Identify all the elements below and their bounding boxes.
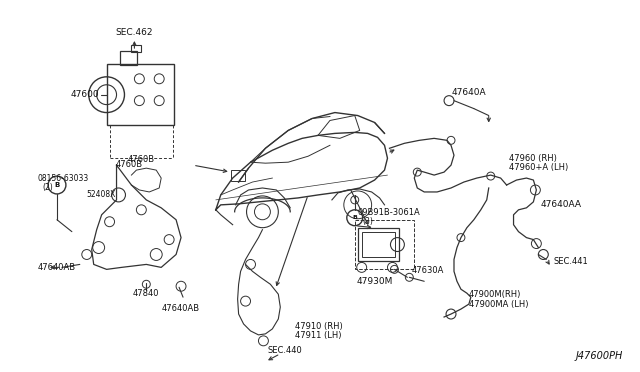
Bar — [120, 51, 138, 65]
Text: 47910 (RH): 47910 (RH) — [295, 323, 343, 331]
Bar — [362, 232, 396, 257]
Text: (2): (2) — [42, 183, 53, 192]
Text: SEC.440: SEC.440 — [268, 346, 303, 355]
Text: 47640AB: 47640AB — [162, 304, 200, 313]
Text: 47960 (RH): 47960 (RH) — [509, 154, 556, 163]
Text: 47900MA (LH): 47900MA (LH) — [469, 299, 529, 309]
Text: 47600: 47600 — [71, 90, 100, 99]
Text: 47930M: 47930M — [356, 277, 393, 286]
Text: SEC.462: SEC.462 — [116, 28, 153, 37]
Text: 47911 (LH): 47911 (LH) — [295, 331, 342, 340]
Text: (3): (3) — [363, 217, 374, 226]
Text: 52408X: 52408X — [87, 190, 116, 199]
Bar — [131, 45, 141, 52]
Bar — [358, 228, 399, 262]
Text: 47900M(RH): 47900M(RH) — [469, 290, 521, 299]
Text: 47840: 47840 — [133, 289, 159, 298]
Text: 47640AA: 47640AA — [540, 201, 581, 209]
Text: 47960+A (LH): 47960+A (LH) — [509, 163, 568, 171]
Text: J47600PH: J47600PH — [575, 351, 623, 361]
Bar — [355, 220, 414, 269]
Bar — [230, 170, 244, 181]
Text: 4760B: 4760B — [116, 160, 143, 169]
Text: 47630A: 47630A — [412, 266, 444, 275]
Text: B: B — [54, 182, 60, 188]
Text: 47640AB: 47640AB — [37, 263, 76, 272]
Text: 09B91B-3061A: 09B91B-3061A — [358, 208, 420, 217]
Text: SEC.441: SEC.441 — [553, 257, 588, 266]
Text: 08156-63033: 08156-63033 — [37, 174, 88, 183]
Text: 47640A: 47640A — [452, 88, 486, 97]
Text: 4760B: 4760B — [128, 155, 155, 164]
Bar — [107, 64, 174, 125]
Text: B: B — [352, 215, 357, 220]
